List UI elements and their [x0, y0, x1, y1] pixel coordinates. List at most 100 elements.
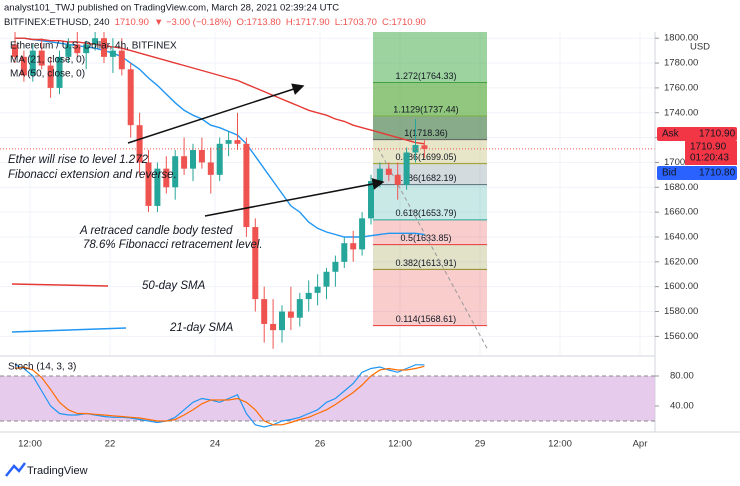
- ask-price: 1710.90: [699, 129, 736, 140]
- candle-body: [198, 150, 205, 163]
- arrow: [127, 83, 305, 144]
- candle-body: [376, 168, 383, 182]
- candle-body: [163, 168, 170, 188]
- candle-body: [74, 44, 81, 54]
- fib-label: 0.5(1633.85): [400, 233, 451, 243]
- candle-body: [261, 299, 268, 324]
- candle-body: [207, 162, 214, 175]
- ask-tag: [657, 127, 737, 141]
- candle-body: [92, 38, 99, 45]
- candle-body: [394, 174, 401, 185]
- annotation: 50-day SMA: [142, 280, 206, 292]
- candle-body: [20, 56, 27, 76]
- candle-body: [172, 156, 179, 188]
- y-tick-label: 1640.00: [664, 231, 698, 242]
- y-tick-label: 1620.00: [664, 256, 698, 267]
- x-tick-label: Apr: [633, 439, 648, 450]
- fib-label: 1(1718.36): [404, 128, 448, 138]
- candle-body: [118, 50, 125, 70]
- candle-body: [341, 243, 348, 262]
- candle-body: [314, 286, 321, 293]
- annotation: Ether will rise to level 1.272: [8, 154, 149, 166]
- x-tick-label: 26: [315, 439, 326, 450]
- fib-label: 0.786(1682.19): [395, 173, 456, 183]
- y-tick-label: 1560.00: [664, 331, 698, 342]
- annotation: 78.6% Fibonacci retracement level.: [83, 239, 263, 251]
- fib-label: 1.1129(1737.44): [393, 104, 458, 114]
- fib-label: 0.618(1653.79): [395, 208, 456, 218]
- fib-band: [373, 115, 487, 140]
- candle-body: [421, 145, 428, 149]
- fib-band: [373, 139, 487, 164]
- candle-body: [56, 56, 63, 88]
- annotation: A retraced candle body tested: [79, 225, 233, 237]
- last-price: 1710.90: [690, 142, 727, 153]
- y-tick-label: 1700.00: [664, 157, 698, 168]
- last-tag: [685, 141, 737, 165]
- candle-body: [279, 311, 285, 331]
- candle-body: [136, 125, 143, 163]
- quote-line: BITFINEX:ETHUSD, 240 1710.90 ▼ −3.00 (−0.1…: [4, 17, 426, 28]
- y-tick-label: 1740.00: [664, 107, 698, 118]
- candle-body: [359, 218, 366, 250]
- y-tick-label: 1680.00: [664, 182, 698, 193]
- y-tick-label: 1580.00: [664, 306, 698, 317]
- fib-label: 0.114(1568.61): [396, 314, 456, 324]
- stoch-tick-label: 80.00: [670, 371, 694, 382]
- sma-sample: [11, 283, 109, 287]
- candle-body: [350, 243, 357, 250]
- candle-body: [29, 50, 36, 76]
- annotation: 21-day SMA: [169, 322, 234, 334]
- fib-label: 0.382(1613.91): [395, 258, 456, 268]
- candle-body: [305, 292, 312, 300]
- quote-part: 1710.90: [115, 17, 149, 28]
- fib-band: [373, 219, 487, 245]
- fib-band: [373, 184, 487, 220]
- fib-band: [373, 163, 487, 185]
- y-tick-label: 1600.00: [664, 281, 698, 292]
- x-tick-label: 12:00: [18, 439, 42, 450]
- stoch-tick-label: 40.00: [670, 401, 694, 412]
- quote-part: BITFINEX:ETHUSD, 240: [4, 17, 110, 28]
- logo: [5, 462, 26, 477]
- candle-body: [368, 181, 374, 219]
- fib-band: [373, 244, 487, 270]
- candle-body: [412, 145, 419, 153]
- y-tick-label: 1800.00: [664, 33, 698, 44]
- candle-body: [252, 227, 259, 300]
- x-tick-label: 12:00: [548, 439, 572, 450]
- fib-label: 1.272(1764.33): [395, 71, 456, 81]
- bid-tag: [657, 166, 737, 180]
- y-tick-label: 1660.00: [664, 207, 698, 218]
- candle-body: [127, 69, 134, 126]
- candle-body: [296, 299, 303, 318]
- legend-entry: MA (21, close, 0): [10, 55, 85, 66]
- stoch-band: [0, 376, 655, 421]
- candle-body: [216, 143, 223, 175]
- footer-brand: TradingView: [27, 465, 88, 477]
- fib-band: [373, 82, 487, 116]
- fib-target-zone: [373, 32, 487, 140]
- quote-part: ▼ −3.00 (−0.18%): [154, 17, 232, 28]
- sma-sample: [11, 327, 127, 333]
- ask-label: Ask: [662, 129, 680, 140]
- candle-body: [109, 50, 116, 57]
- annotation: Fibonacci extension and reverse.: [8, 169, 177, 181]
- candle-body: [234, 140, 241, 144]
- fib-band: [373, 269, 487, 326]
- candle-body: [323, 271, 330, 287]
- candle-body: [332, 261, 339, 272]
- quote-part: O:1713.80: [236, 17, 280, 28]
- x-tick-label: 12:00: [388, 439, 412, 450]
- stoch-line: [14, 365, 425, 426]
- candle-body: [243, 143, 250, 228]
- candle-body: [83, 44, 90, 54]
- legend-entry: Ethereum / U.S. Dollar, 4h, BITFINEX: [10, 41, 177, 52]
- candle-body: [385, 168, 392, 175]
- candle-body: [47, 65, 54, 88]
- currency: USD: [690, 42, 710, 53]
- candle-body: [270, 323, 277, 331]
- x-tick-label: 29: [475, 439, 486, 450]
- moving-average: [15, 37, 425, 145]
